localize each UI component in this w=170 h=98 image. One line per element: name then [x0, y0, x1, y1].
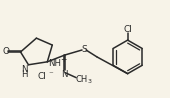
- Text: CH: CH: [76, 75, 88, 84]
- Text: Cl: Cl: [123, 25, 132, 34]
- Text: N: N: [61, 70, 67, 79]
- Text: Cl: Cl: [38, 72, 47, 81]
- Text: S: S: [81, 44, 87, 54]
- Text: +: +: [60, 55, 66, 64]
- Text: O: O: [2, 47, 9, 56]
- Text: ⁻: ⁻: [48, 70, 53, 79]
- Text: NH: NH: [48, 59, 61, 68]
- Text: 3: 3: [88, 79, 92, 84]
- Text: H: H: [21, 70, 28, 79]
- Text: N: N: [21, 65, 28, 74]
